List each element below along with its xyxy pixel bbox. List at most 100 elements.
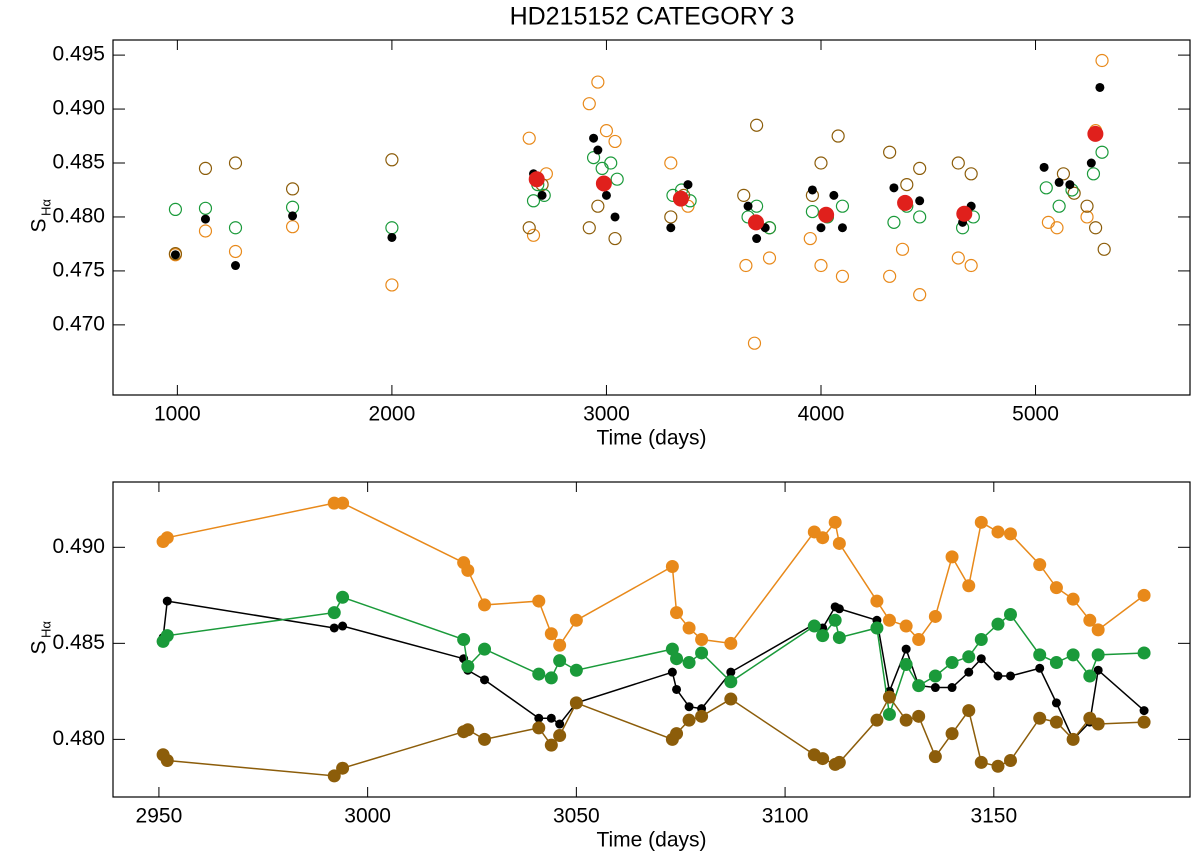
data-point (889, 183, 899, 193)
data-point (582, 97, 596, 111)
data-point (544, 627, 558, 641)
data-point (1052, 199, 1066, 213)
data-point (1067, 186, 1081, 200)
data-point (665, 560, 679, 574)
data-point (682, 656, 696, 670)
data-point (1054, 177, 1064, 187)
data-point (870, 621, 884, 635)
data-point (945, 656, 959, 670)
x-axis-label: Time (days) (596, 829, 706, 852)
data-point (883, 145, 897, 159)
data-point (1041, 215, 1056, 229)
data-point (1086, 158, 1096, 168)
y-tick-label: 0.495 (52, 43, 105, 66)
data-point (608, 231, 622, 246)
data-point (461, 659, 475, 673)
data-point (200, 214, 210, 224)
data-point (747, 336, 762, 350)
data-point (162, 596, 172, 606)
data-point (1083, 613, 1097, 627)
data-point (724, 636, 738, 650)
y-axis-label-sub: Hα (38, 621, 53, 638)
data-point (526, 228, 541, 242)
data-point (883, 269, 897, 283)
data-point (991, 759, 1005, 773)
data-point (670, 727, 684, 741)
data-point (532, 667, 546, 681)
data-point (899, 619, 913, 633)
data-point (1095, 145, 1109, 159)
data-point (762, 251, 777, 265)
data-point (198, 224, 213, 238)
data-point (870, 594, 884, 608)
data-point (1139, 706, 1149, 716)
data-point (610, 172, 624, 186)
data-point (1065, 180, 1075, 190)
data-point (816, 629, 830, 643)
data-point (945, 550, 959, 564)
data-point (387, 232, 397, 242)
y-tick-label: 0.485 (52, 631, 105, 654)
data-point (737, 188, 751, 202)
data-point (1087, 125, 1104, 142)
data-point (991, 617, 1005, 631)
data-point (1066, 648, 1080, 662)
data-point (695, 709, 709, 723)
data-point (1056, 167, 1071, 181)
data-point (750, 118, 764, 132)
data-point (882, 613, 896, 627)
data-point (1049, 656, 1063, 670)
x-tick-label: 1000 (154, 403, 201, 426)
data-point (168, 247, 183, 261)
data-point (724, 675, 738, 689)
data-point (974, 633, 988, 646)
data-point (928, 669, 942, 683)
chart-title: HD215152 CATEGORY 3 (510, 3, 795, 31)
data-point (1095, 82, 1105, 92)
data-point (670, 652, 684, 666)
data-point (1049, 581, 1063, 595)
data-point (553, 638, 567, 652)
data-point (962, 579, 976, 593)
data-point (478, 642, 492, 656)
data-point (385, 278, 399, 292)
data-point (593, 145, 603, 155)
data-point (901, 644, 911, 654)
data-point (1097, 242, 1111, 256)
data-point (1035, 663, 1045, 673)
data-point (478, 598, 492, 612)
data-point (1039, 162, 1049, 172)
data-point (338, 621, 348, 631)
data-point (1083, 669, 1097, 683)
data-point (385, 153, 399, 167)
data-point (569, 696, 583, 710)
x-tick-label: 2000 (369, 403, 416, 426)
data-point (522, 131, 536, 145)
data-point (666, 223, 676, 233)
data-point (1080, 199, 1094, 213)
y-axis-label: S Hα (28, 199, 54, 233)
data-point (586, 151, 601, 165)
data-point (461, 563, 475, 577)
data-point (743, 201, 753, 211)
data-point (951, 156, 965, 170)
data-point (928, 609, 942, 623)
data-point (724, 692, 738, 706)
data-point (528, 171, 545, 188)
data-point (964, 667, 974, 677)
data-point (837, 223, 847, 233)
data-point (832, 631, 846, 645)
data-point (882, 707, 896, 721)
y-tick-label: 0.470 (52, 312, 105, 335)
data-point (807, 185, 817, 195)
data-point (599, 124, 614, 138)
data-point (1049, 715, 1063, 729)
data-point (887, 215, 901, 229)
data-point (829, 190, 839, 200)
data-point (913, 161, 927, 176)
data-point (945, 727, 959, 741)
data-point (1095, 53, 1109, 68)
data-point (930, 683, 940, 693)
data-point (1033, 648, 1047, 662)
data-point (168, 202, 183, 217)
